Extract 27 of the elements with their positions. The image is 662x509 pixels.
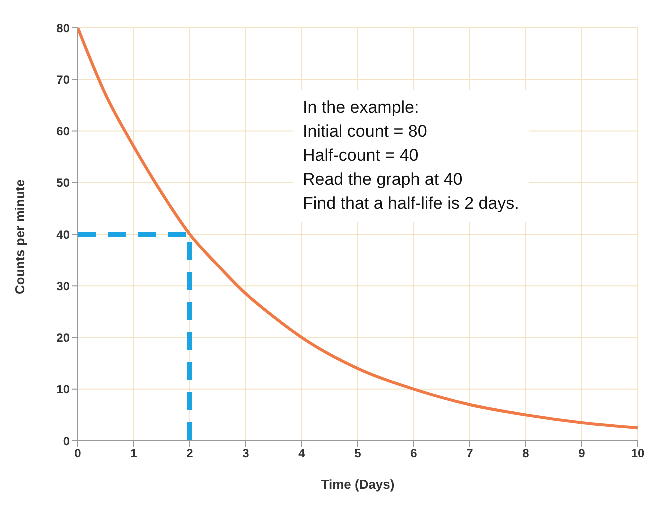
y-tick-label: 70 [56,72,70,87]
x-tick-label: 3 [242,446,250,461]
y-axis-title: Counts per minute [12,180,28,294]
x-tick-label: 2 [186,446,194,461]
x-tick-label: 0 [74,446,82,461]
y-tick-label: 10 [56,382,70,397]
x-tick-label: 10 [631,446,645,461]
y-tick-label: 60 [56,124,70,139]
x-tick-label: 5 [354,446,362,461]
x-axis-title: Time (Days) [321,477,395,492]
y-tick-label: 40 [56,228,70,242]
x-tick-label: 4 [298,446,306,461]
annotation: Read the graph at 40 [303,169,464,191]
annotation: Find that a half-life is 2 days. [303,193,520,215]
y-tick-label: 80 [56,21,70,36]
x-tick-label: 1 [130,446,138,461]
y-tick-label: 50 [56,176,70,190]
annotation: Initial count = 80 [303,121,428,143]
annotation: Half-count = 40 [303,145,420,167]
y-tick-label: 30 [56,279,70,294]
x-tick-label: 9 [578,446,586,461]
x-tick-label: 6 [410,446,418,461]
x-tick-label: 8 [522,446,530,461]
y-tick-label: 20 [56,331,70,346]
y-tick-label: 0 [63,434,70,448]
annotation: In the example: [303,97,420,119]
x-tick-label: 7 [466,446,474,461]
